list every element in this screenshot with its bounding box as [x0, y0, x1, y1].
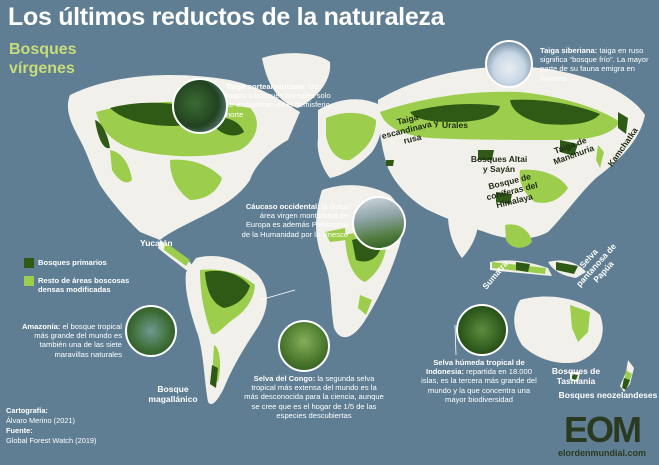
note-caucaso-title: Cáucaso occidental:: [245, 202, 320, 211]
note-indonesia-title: Selva húmeda tropical de Indonesia:: [426, 358, 525, 377]
legend-label-primary: Bosques primarios: [38, 258, 107, 267]
india-land: [448, 214, 478, 258]
africa-west-modified: [325, 228, 346, 242]
credits-cartografia-label: Cartografía:: [6, 406, 48, 415]
note-amazonia: Amazonía: el bosque tropical más grande …: [6, 322, 122, 359]
japan-modified: [596, 145, 604, 168]
note-amazonia-text: el bosque tropical más grande del mundo …: [34, 322, 122, 359]
europe-modified: [326, 112, 376, 161]
papua-primary: [556, 262, 578, 274]
note-taiga-norteamericana-title: Taiga norteamericana:: [226, 82, 307, 91]
australia-modified: [570, 305, 590, 342]
manchuria-primary: [560, 140, 578, 156]
note-congo-text: la segunda selva tropical más extensa de…: [244, 374, 384, 420]
note-taiga-siberiana-text: taiga en ruso significa “bosque frío”. L…: [540, 46, 649, 83]
legend-swatch-modified: [24, 276, 34, 286]
caucasus-primary: [386, 160, 394, 166]
borneo-primary: [516, 262, 530, 272]
label-bosque-magallanico: Bosque magallánico: [148, 384, 198, 404]
amazon-primary: [205, 270, 250, 308]
greenland-land: [262, 53, 331, 108]
na-pacific-primary: [95, 120, 110, 149]
kamchatka-primary: [618, 112, 628, 134]
map-title: Los últimos reductos de la naturaleza: [8, 3, 445, 31]
himalaya-primary: [496, 192, 512, 204]
note-indonesia-text: repartida en 18.000 islas, es la tercera…: [421, 367, 537, 404]
note-taiga-norteamericana-text: las taigas o bosques boreales solo se en…: [226, 82, 331, 119]
australia-land: [514, 296, 603, 364]
map-subtitle: Bosques vírgenes: [9, 41, 77, 77]
caucaso-photo: [352, 196, 406, 250]
label-bosques-altai: Bosques Altai y Sayán: [470, 154, 528, 174]
note-taiga-norteamericana: Taiga norteamericana: las taigas o bosqu…: [226, 82, 334, 119]
altai-primary: [478, 150, 494, 160]
eom-logo-mark: EOM: [563, 409, 642, 450]
credits: Cartografía: Álvaro Merino (2021) Fuente…: [6, 406, 97, 446]
china-modified: [519, 169, 568, 203]
na-west-modified: [110, 150, 132, 183]
amazonia-photo: [125, 305, 177, 357]
magellanic-primary: [210, 365, 218, 388]
note-taiga-siberiana-title: Taiga siberiana:: [540, 46, 598, 55]
siberia-primary-2: [510, 99, 600, 125]
credits-cartografia: Álvaro Merino (2021): [6, 416, 76, 425]
taiga-norteamericana-photo: [172, 78, 228, 134]
credits-fuente-label: Fuente:: [6, 426, 33, 435]
credits-fuente: Global Forest Watch (2019): [6, 436, 97, 445]
note-amazonia-title: Amazonía:: [21, 322, 61, 331]
na-east-modified: [170, 159, 222, 200]
legend-swatch-primary: [24, 258, 34, 268]
note-congo: Selva del Congo: la segunda selva tropic…: [244, 374, 384, 420]
note-taiga-siberiana: Taiga siberiana: taiga en ruso significa…: [540, 46, 652, 83]
indonesia-photo: [456, 304, 508, 356]
note-congo-title: Selva del Congo:: [253, 374, 316, 383]
seasia-modified: [505, 224, 532, 248]
note-caucaso: Cáucaso occidental: la única área virgen…: [236, 202, 348, 239]
eom-logo-site: elordenmundial.com: [557, 448, 646, 458]
africa-south-modified: [358, 295, 372, 315]
note-indonesia: Selva húmeda tropical de Indonesia: repa…: [420, 358, 538, 404]
legend-item-primary: Bosques primarios: [24, 258, 134, 268]
legend-item-modified: Resto de áreas boscosas densas modificad…: [24, 276, 142, 294]
legend-label-modified: Resto de áreas boscosas densas modificad…: [38, 276, 130, 294]
siberia-primary-1: [410, 104, 500, 122]
label-bosques-neozelandeses: Bosques neozelandeses: [558, 390, 658, 400]
congo-photo: [278, 320, 330, 372]
label-yucatan: Yucatán: [140, 238, 173, 248]
central-america-modified: [164, 242, 190, 266]
taiga-siberiana-photo: [485, 40, 533, 88]
eom-logo: EOM elordenmundial.com: [552, 409, 652, 459]
tasmania-primary: [572, 374, 578, 380]
label-bosques-tasmania: Bosques de Tasmania: [551, 366, 601, 386]
label-urales: Urales: [442, 120, 468, 130]
note-caucaso-text: la única área virgen montañosa de Europa…: [241, 202, 348, 239]
nz-primary: [622, 378, 630, 390]
